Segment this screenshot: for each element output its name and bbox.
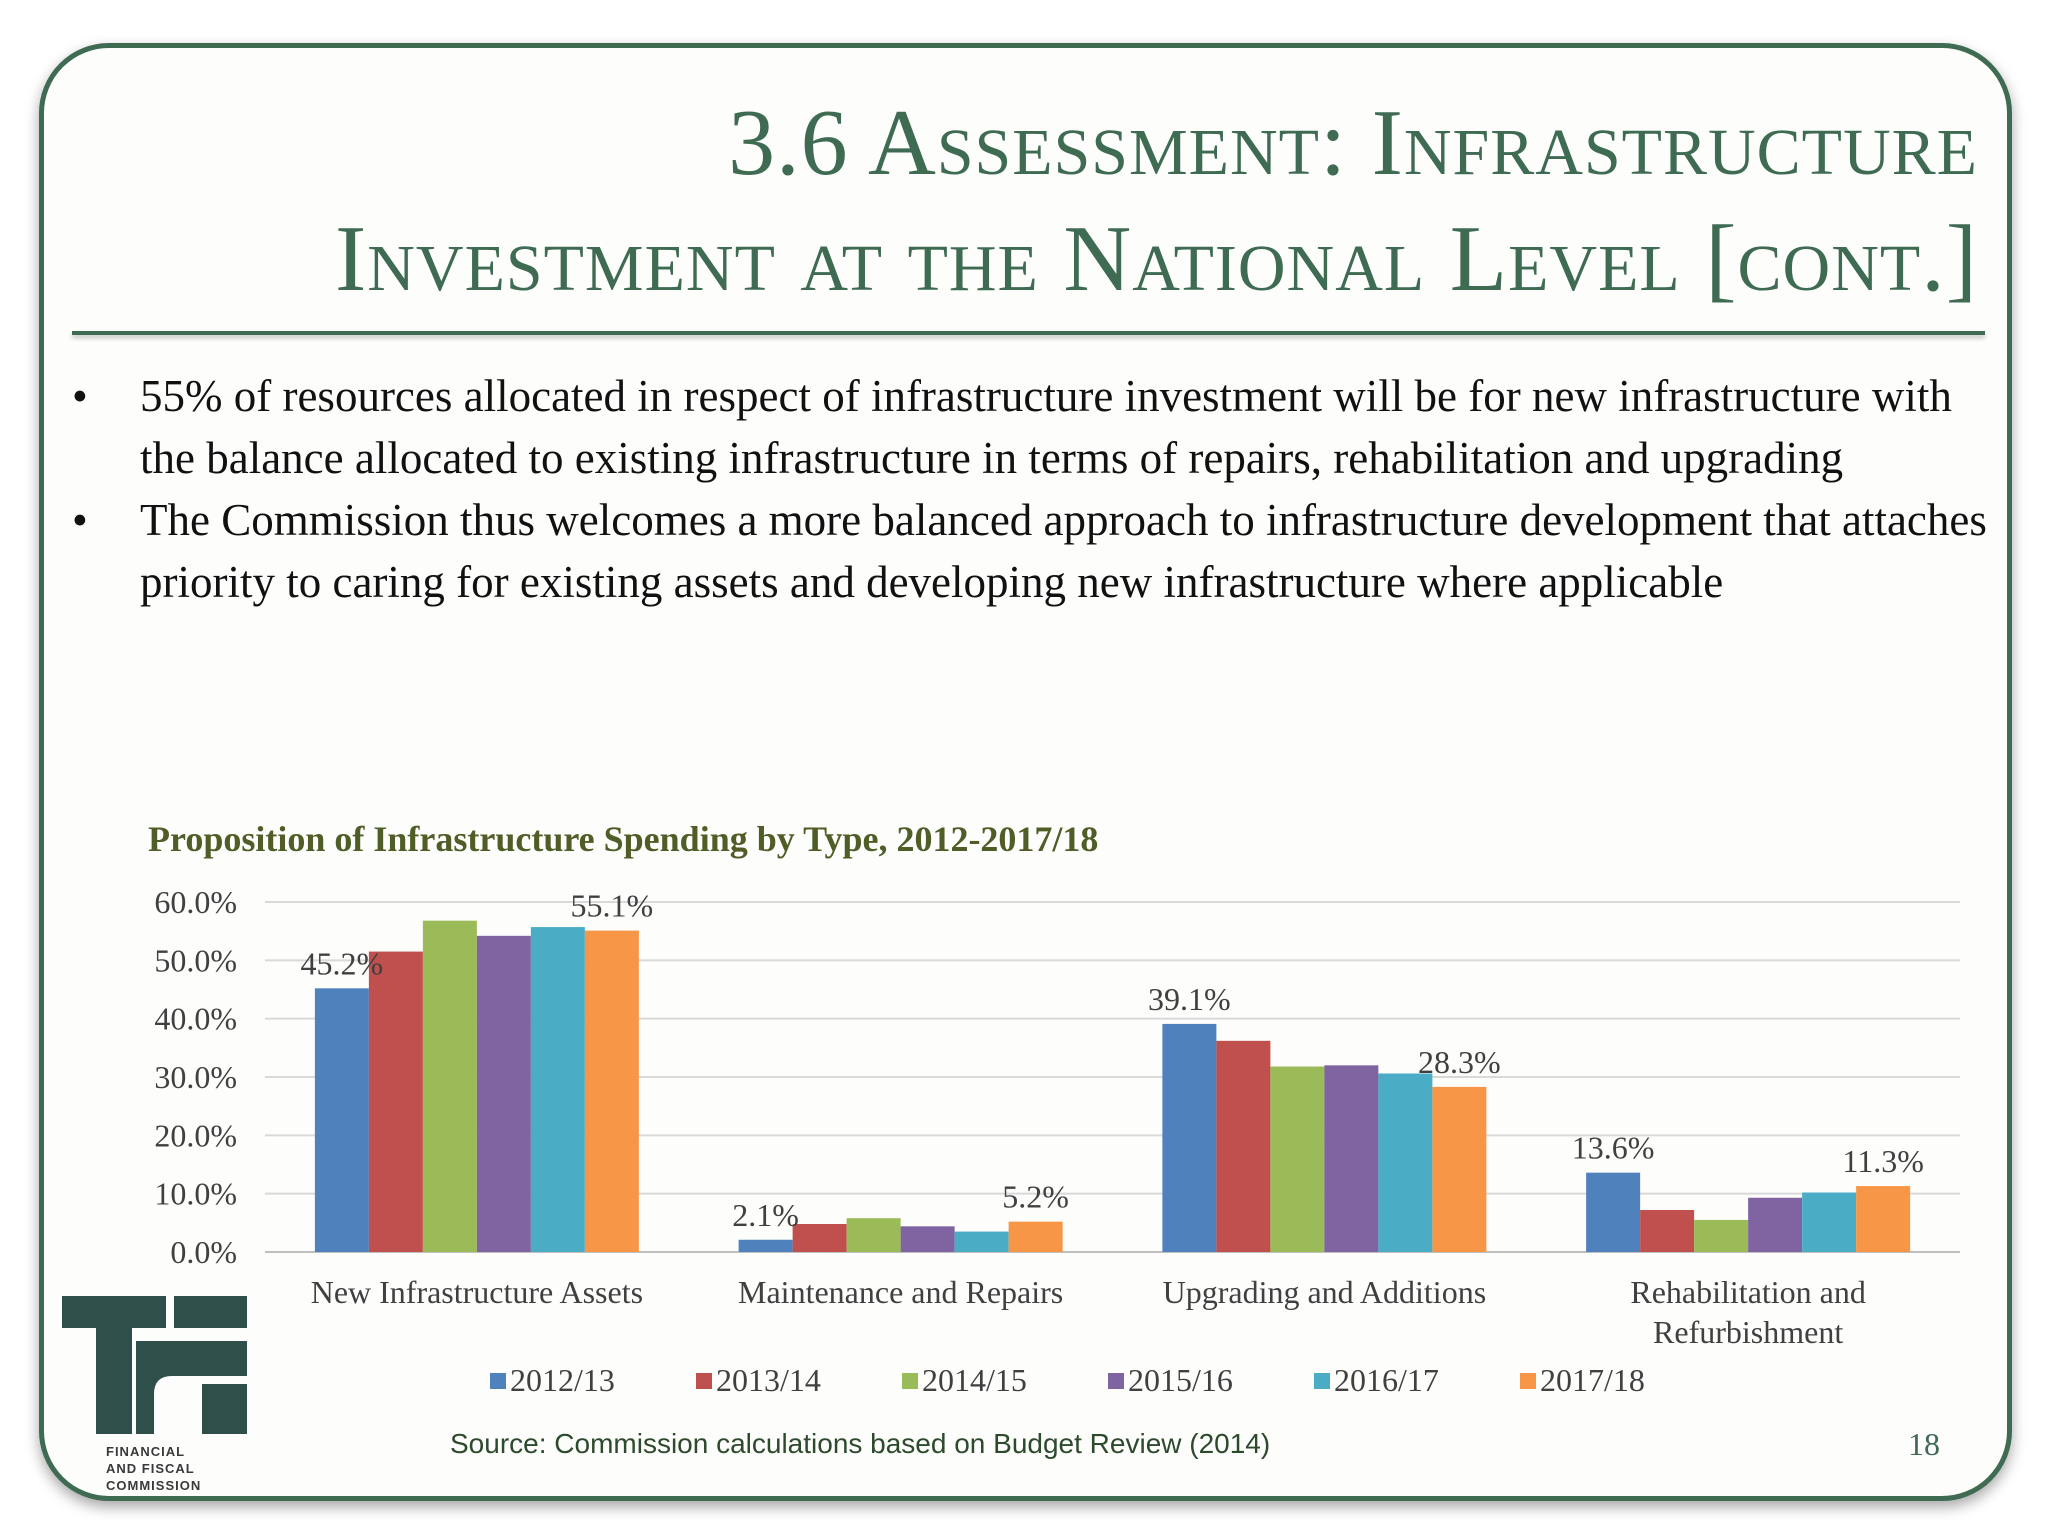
bar-2014-15 — [1694, 1219, 1749, 1252]
bar-2013-14 — [1640, 1210, 1695, 1252]
bullet-item: 55% of resources allocated in respect of… — [72, 365, 2012, 489]
source-note: Source: Commission calculations based on… — [450, 1428, 1271, 1459]
y-tick-label: 50.0% — [154, 942, 237, 978]
bar-2015-16 — [476, 935, 531, 1252]
legend-swatch — [1314, 1372, 1330, 1389]
slide-title: 3.6 Assessment: Infrastructure Investmen… — [335, 85, 1978, 317]
legend-item: 2016/17 — [1314, 1362, 1520, 1399]
legend-swatch — [1108, 1372, 1124, 1389]
page-number: 18 — [1908, 1426, 1940, 1462]
legend-item: 2017/18 — [1520, 1362, 1645, 1399]
legend-swatch — [696, 1372, 712, 1389]
legend-label: 2016/17 — [1334, 1362, 1439, 1398]
category-label: Maintenance and Repairs — [738, 1274, 1063, 1310]
chart-title: Proposition of Infrastructure Spending b… — [148, 819, 1099, 859]
bar-2014-15 — [846, 1218, 901, 1252]
bar-2013-14 — [1216, 1040, 1271, 1252]
ffc-logo-mark — [62, 1296, 247, 1434]
data-label: 28.3% — [1418, 1044, 1501, 1080]
bar-2014-15 — [1270, 1066, 1325, 1252]
bar-2017-18 — [1856, 1186, 1911, 1252]
bar-2016-17 — [1378, 1073, 1433, 1252]
bar-2016-17 — [954, 1231, 1009, 1252]
legend-item: 2012/13 — [490, 1362, 696, 1399]
legend-item: 2013/14 — [696, 1362, 902, 1399]
bar-2015-16 — [900, 1226, 955, 1252]
bar-2012-13 — [314, 988, 369, 1252]
data-label: 2.1% — [732, 1197, 799, 1233]
bar-2013-14 — [792, 1224, 847, 1252]
legend-label: 2013/14 — [716, 1362, 821, 1398]
legend-label: 2014/15 — [922, 1362, 1027, 1398]
legend-swatch — [490, 1372, 506, 1389]
bar-2016-17 — [530, 927, 585, 1252]
legend-item: 2014/15 — [902, 1362, 1108, 1399]
ffc-logo: FINANCIAL AND FISCAL COMMISSION — [62, 1296, 252, 1494]
bar-2014-15 — [422, 920, 477, 1252]
y-tick-label: 30.0% — [154, 1059, 237, 1095]
chart-legend: 2012/13 2013/14 2014/15 2015/16 2016/17 2017/… — [490, 1362, 1645, 1399]
bullet-list: 55% of resources allocated in respect of… — [72, 365, 2012, 613]
data-label: 39.1% — [1148, 981, 1231, 1017]
bar-2015-16 — [1324, 1065, 1379, 1252]
bar-2015-16 — [1748, 1197, 1803, 1252]
bullet-item: The Commission thus welcomes a more bala… — [72, 489, 2012, 613]
legend-label: 2015/16 — [1128, 1362, 1233, 1398]
y-tick-label: 0.0% — [170, 1234, 237, 1270]
bar-2012-13 — [738, 1239, 793, 1252]
data-label: 5.2% — [1002, 1179, 1069, 1215]
legend-item: 2015/16 — [1108, 1362, 1314, 1399]
bar-2017-18 — [584, 930, 639, 1252]
category-label: Rehabilitation and — [1630, 1274, 1866, 1310]
data-label: 13.6% — [1572, 1130, 1655, 1166]
legend-label: 2012/13 — [510, 1362, 615, 1398]
title-line-1: 3.6 Assessment: Infrastructure — [728, 91, 1978, 195]
data-label: 45.2% — [301, 945, 384, 981]
title-line-2: Investment at the National Level [cont.] — [334, 207, 1978, 311]
slide-frame — [39, 43, 2012, 1501]
data-label: 55.1% — [571, 888, 654, 924]
data-label: 11.3% — [1842, 1143, 1923, 1179]
bar-2012-13 — [1586, 1172, 1641, 1252]
category-label: Upgrading and Additions — [1163, 1274, 1487, 1310]
y-tick-label: 40.0% — [154, 1001, 237, 1037]
legend-swatch — [902, 1372, 918, 1389]
legend-label: 2017/18 — [1540, 1362, 1645, 1398]
bar-2013-14 — [368, 951, 423, 1252]
category-label: Refurbishment — [1653, 1314, 1843, 1350]
bar-2012-13 — [1162, 1023, 1217, 1252]
bar-2016-17 — [1802, 1192, 1857, 1252]
y-tick-label: 10.0% — [154, 1176, 237, 1212]
title-divider — [72, 331, 1985, 335]
bar-2017-18 — [1432, 1086, 1487, 1252]
bar-2017-18 — [1008, 1221, 1063, 1252]
y-tick-label: 60.0% — [154, 884, 237, 920]
logo-text: FINANCIAL AND FISCAL COMMISSION — [106, 1444, 202, 1493]
y-tick-label: 20.0% — [154, 1117, 237, 1153]
legend-swatch — [1520, 1372, 1536, 1389]
category-label: New Infrastructure Assets — [311, 1274, 643, 1310]
